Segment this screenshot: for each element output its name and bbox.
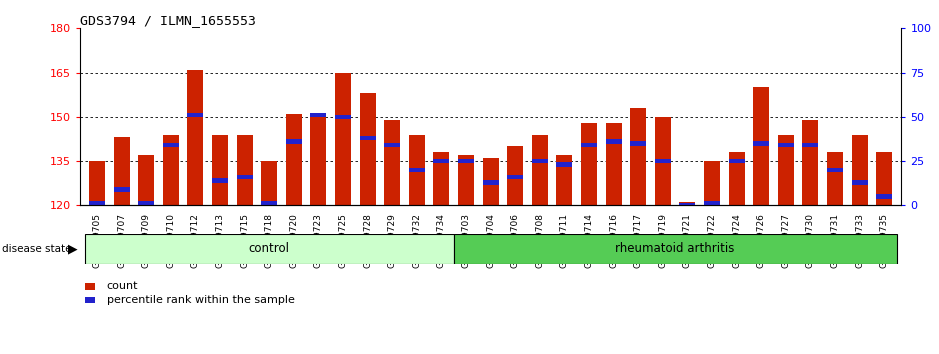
Bar (606, 139, 622, 144)
Text: disease state: disease state (2, 244, 71, 254)
Text: rheumatoid arthritis: rheumatoid arthritis (615, 242, 735, 255)
Bar (483, 158, 499, 205)
Bar (458, 155, 474, 205)
Bar (704, 161, 720, 205)
Bar (630, 141, 646, 145)
Bar (261, 161, 277, 205)
Bar (729, 152, 745, 205)
Bar (827, 168, 843, 172)
Bar (114, 137, 130, 205)
Bar (753, 87, 769, 205)
Bar (408, 168, 424, 172)
Bar (285, 139, 301, 144)
Bar (876, 152, 892, 205)
Bar (212, 135, 228, 205)
Text: control: control (249, 242, 290, 255)
Bar (237, 175, 253, 179)
Bar (777, 143, 793, 147)
Bar (803, 143, 819, 147)
Bar (777, 135, 793, 205)
Bar (483, 180, 499, 184)
Bar (384, 143, 400, 147)
Bar (162, 135, 178, 205)
Bar (531, 159, 547, 163)
Bar (581, 123, 597, 205)
Bar (360, 136, 376, 140)
Bar (311, 117, 327, 205)
Bar (138, 201, 154, 206)
Bar (557, 162, 573, 167)
Bar (188, 70, 204, 205)
Bar (852, 180, 868, 184)
Bar (581, 143, 597, 147)
Bar (557, 155, 573, 205)
Bar (384, 120, 400, 205)
Bar (680, 203, 696, 207)
Text: percentile rank within the sample: percentile rank within the sample (107, 295, 295, 305)
Bar (89, 161, 105, 205)
Bar (680, 202, 696, 205)
Bar (335, 73, 351, 205)
Bar (360, 93, 376, 205)
Bar (188, 113, 204, 117)
Bar (507, 146, 523, 205)
Bar (261, 201, 277, 206)
Bar (803, 120, 819, 205)
Bar (654, 117, 670, 205)
Bar (434, 152, 450, 205)
Bar (237, 135, 253, 205)
Bar (114, 187, 130, 192)
Bar (630, 108, 646, 205)
Bar (311, 113, 327, 117)
Bar (458, 159, 474, 163)
Bar (85, 234, 454, 264)
Bar (606, 123, 622, 205)
Bar (434, 159, 450, 163)
Bar (335, 115, 351, 119)
Bar (89, 201, 105, 206)
Bar (408, 135, 424, 205)
Text: ▶: ▶ (68, 242, 77, 255)
Bar (285, 114, 301, 205)
Bar (162, 143, 178, 147)
Bar (827, 152, 843, 205)
Bar (704, 201, 720, 206)
Bar (138, 155, 154, 205)
Bar (876, 194, 892, 199)
Text: GDS3794 / ILMN_1655553: GDS3794 / ILMN_1655553 (80, 14, 255, 27)
Bar (654, 159, 670, 163)
Bar (729, 159, 745, 163)
Text: count: count (107, 281, 138, 291)
Bar (852, 135, 868, 205)
Bar (212, 178, 228, 183)
Bar (454, 234, 897, 264)
Bar (753, 141, 769, 145)
Bar (531, 135, 547, 205)
Bar (507, 175, 523, 179)
